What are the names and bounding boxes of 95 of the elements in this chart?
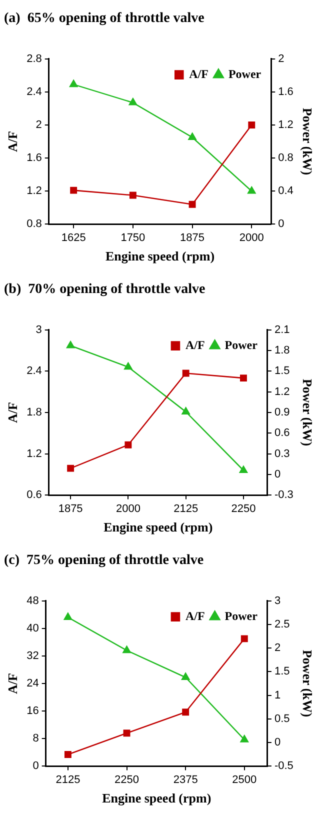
y2-tick-label: 1	[274, 689, 281, 702]
y2-tick-label: 1.5	[274, 666, 290, 678]
legend-label: Power	[224, 338, 258, 352]
y-tick-label: 48	[26, 594, 39, 607]
y-tick-label: 1.8	[26, 406, 42, 419]
point	[181, 672, 190, 680]
x-axis-title: Engine speed (rpm)	[102, 790, 212, 806]
y-tick-label: 2	[36, 118, 42, 131]
y-tick-label: 0	[32, 760, 39, 772]
point	[128, 98, 138, 106]
x-tick-label: 2250	[114, 774, 140, 786]
y2-tick-label: 0	[274, 468, 281, 481]
x-axis-title: Engine speed (rpm)	[104, 520, 213, 535]
legend-label: A/F	[185, 608, 205, 623]
x-tick-label: 2125	[56, 774, 80, 786]
x-tick-label: 2250	[231, 502, 256, 515]
point	[64, 751, 72, 758]
y2-tick-label: 1.5	[274, 365, 290, 378]
legend-label: Power	[228, 66, 262, 81]
point	[248, 121, 256, 128]
x-tick-label: 2000	[239, 232, 264, 244]
legend-label: Power	[224, 608, 258, 623]
y2-tick-label: 0	[278, 218, 284, 230]
y2-tick-label: 1.2	[278, 118, 294, 131]
x-tick-label: 2500	[232, 774, 257, 786]
point	[124, 362, 132, 370]
point	[64, 612, 72, 620]
y2-axis-title: Power (kW)	[300, 378, 315, 446]
point	[240, 374, 247, 382]
y-tick-label: 1.6	[26, 152, 42, 164]
y2-tick-label: 2	[278, 52, 284, 65]
y2-tick-label: 0.5	[274, 712, 290, 725]
y-tick-label: 2.8	[26, 52, 42, 65]
point	[124, 441, 132, 448]
legend-label: A/F	[189, 66, 208, 81]
x-tick-label: 2000	[116, 502, 140, 515]
y-tick-label: 40	[26, 622, 39, 634]
point	[67, 464, 74, 472]
x-tick-label: 1875	[180, 232, 205, 244]
point	[239, 466, 248, 474]
point	[70, 186, 78, 194]
point	[188, 200, 196, 208]
y-axis-title: A/F	[5, 402, 20, 423]
x-tick-label: 2375	[173, 774, 198, 786]
chart-title: (c) 75% opening of throttle valve	[4, 553, 204, 568]
point	[123, 730, 130, 737]
y2-axis-title: Power (kW)	[300, 108, 315, 176]
y-tick-label: 2.4	[26, 365, 42, 378]
x-tick-label: 1625	[61, 232, 86, 244]
point	[182, 407, 190, 414]
y2-tick-label: 1.2	[274, 386, 290, 398]
y-tick-label: 16	[26, 705, 39, 718]
chart-title: (b) 70% opening of throttle valve	[4, 282, 206, 298]
point	[240, 735, 249, 742]
y-axis-title: A/F	[5, 672, 20, 694]
point	[122, 646, 131, 654]
y-tick-label: 1.2	[26, 448, 42, 460]
legend-label: A/F	[185, 338, 205, 352]
y-tick-label: 3	[36, 324, 42, 336]
chart-title: (a) 65% opening of throttle valve	[4, 11, 204, 26]
point	[248, 186, 256, 194]
x-tick-label: 1875	[58, 502, 83, 515]
y-tick-label: 32	[26, 650, 39, 662]
y-axis-title: A/F	[5, 130, 20, 152]
x-axis-title: Engine speed (rpm)	[105, 248, 215, 264]
y2-tick-label: 1.8	[274, 344, 290, 357]
y2-tick-label: 2	[274, 642, 281, 654]
x-tick-label: 2125	[174, 502, 198, 515]
y-tick-label: 24	[26, 678, 39, 690]
point	[240, 635, 248, 642]
y2-tick-label: 2.1	[274, 324, 290, 336]
y-tick-label: 0.6	[26, 489, 42, 502]
y2-tick-label: 0.8	[278, 152, 294, 164]
x-tick-label: 1750	[120, 232, 146, 244]
y2-tick-label: 0.9	[274, 406, 290, 419]
point	[182, 708, 190, 716]
point	[129, 192, 136, 199]
y2-tick-label: -0.3	[274, 489, 294, 502]
y2-tick-label: 0.3	[274, 448, 290, 460]
y2-tick-label: 0.4	[278, 185, 294, 198]
y2-tick-label: 3	[274, 594, 281, 607]
y2-tick-label: -0.5	[274, 760, 294, 772]
point	[188, 132, 196, 140]
y-tick-label: 8	[32, 732, 39, 745]
point	[66, 341, 75, 348]
y-tick-label: 2.4	[26, 86, 42, 98]
y2-axis-title: Power (kW)	[300, 650, 315, 718]
y2-tick-label: 0	[274, 736, 281, 749]
y-tick-label: 0.8	[26, 218, 42, 230]
point	[182, 370, 190, 377]
y2-tick-label: 0.6	[274, 427, 290, 440]
y-tick-label: 1.2	[26, 185, 42, 198]
y2-tick-label: 1.6	[278, 86, 294, 98]
y2-tick-label: 2.5	[274, 618, 290, 630]
point	[69, 80, 78, 88]
